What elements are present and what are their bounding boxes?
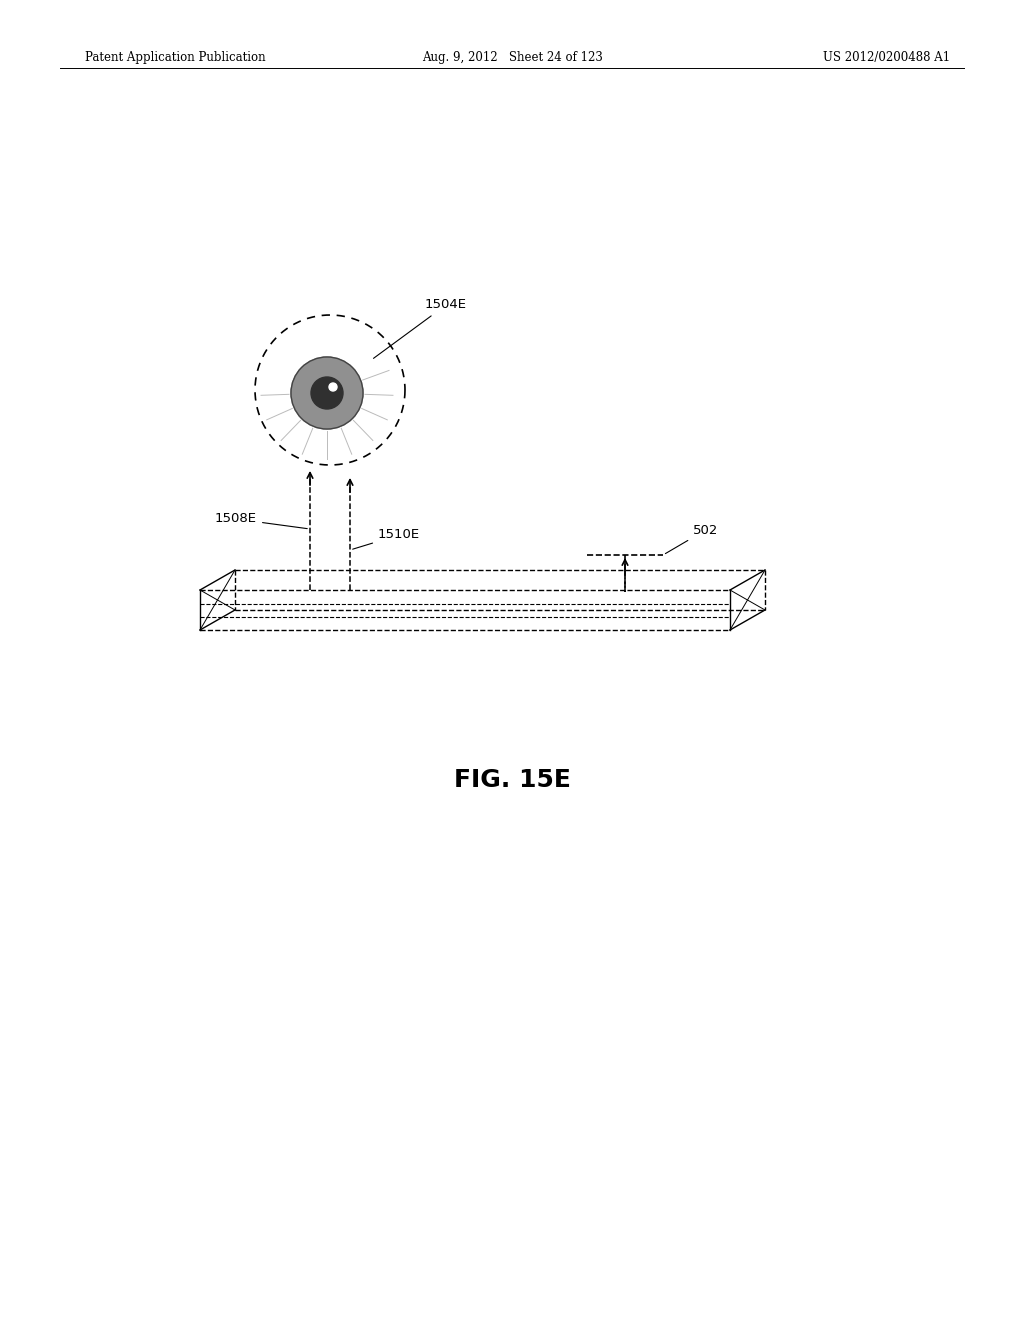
Text: Aug. 9, 2012   Sheet 24 of 123: Aug. 9, 2012 Sheet 24 of 123 <box>422 50 602 63</box>
Text: 1504E: 1504E <box>374 298 467 358</box>
Text: US 2012/0200488 A1: US 2012/0200488 A1 <box>823 50 950 63</box>
Text: 1510E: 1510E <box>352 528 420 549</box>
Text: 1508E: 1508E <box>215 512 307 528</box>
Circle shape <box>329 383 337 391</box>
Circle shape <box>311 378 343 409</box>
Text: 502: 502 <box>666 524 719 553</box>
Text: Patent Application Publication: Patent Application Publication <box>85 50 265 63</box>
Circle shape <box>291 356 362 429</box>
Text: FIG. 15E: FIG. 15E <box>454 768 570 792</box>
